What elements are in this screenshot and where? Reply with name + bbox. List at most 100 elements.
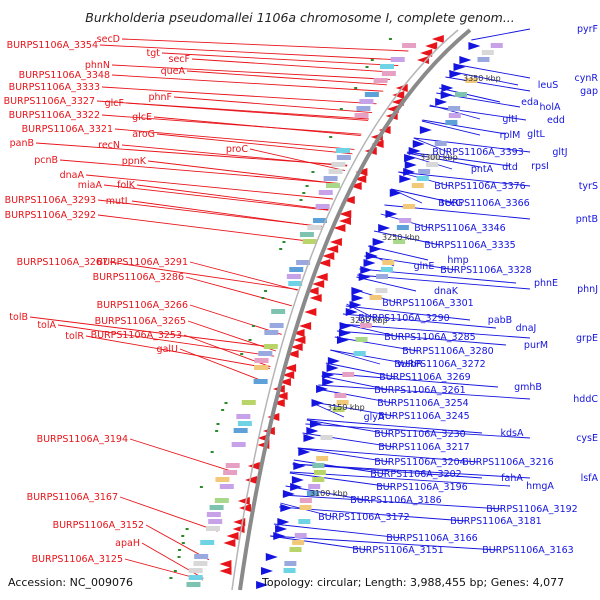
feature-block <box>286 274 301 279</box>
forward-strand-gene <box>372 238 385 246</box>
connector-line <box>114 128 355 150</box>
gene-label-burps1106a_3322: BURPS1106A_3322 <box>9 110 100 121</box>
gene-label-glce: glcE <box>132 112 152 123</box>
rna-tick <box>240 353 244 355</box>
connector-line <box>438 87 501 103</box>
rna-tick <box>329 136 333 138</box>
gene-label-tgt: tgt <box>147 48 161 59</box>
feature-block <box>454 92 467 97</box>
reverse-strand-gene <box>322 252 335 260</box>
rna-tick <box>216 423 220 425</box>
forward-strand-gene <box>322 378 335 386</box>
accession-text: Accession: NC_009076 <box>8 576 133 589</box>
connector-line <box>293 459 387 475</box>
feature-block <box>490 43 503 48</box>
gene-label-phnf: phnF <box>148 92 172 103</box>
connector-line <box>312 402 345 418</box>
forward-strand-gene <box>309 420 322 428</box>
connector-line <box>136 184 329 211</box>
gene-label-rpsi: rpsI <box>531 161 549 172</box>
reverse-strand-gene <box>232 525 245 533</box>
rna-tick <box>299 199 303 201</box>
feature-block <box>380 267 393 272</box>
feature-block <box>194 554 209 559</box>
feature-block <box>375 288 388 293</box>
feature-block <box>307 225 322 230</box>
feature-block <box>299 232 314 237</box>
feature-block <box>373 78 388 83</box>
gene-label-burps1106a_3328: BURPS1106A_3328 <box>440 265 531 276</box>
scale-label-3250: 3250 kbp <box>382 233 420 242</box>
forward-strand-gene <box>363 259 376 267</box>
rna-tick <box>264 290 268 292</box>
connector-line <box>96 100 369 120</box>
rna-tick <box>185 528 189 530</box>
connector-line <box>330 349 381 365</box>
gene-label-pntb: pntB <box>576 214 598 225</box>
forward-strand-gene <box>412 140 425 148</box>
connector-line <box>141 542 204 579</box>
forward-strand-gene <box>440 91 453 99</box>
reverse-strand-gene <box>299 322 312 330</box>
connector-line <box>111 64 390 80</box>
reverse-strand-gene <box>244 476 257 484</box>
feature-block <box>269 323 284 328</box>
feature-block <box>434 141 447 146</box>
gene-label-burps1106a_3166: BURPS1106A_3166 <box>386 533 477 544</box>
gene-label-secf: secF <box>169 54 190 65</box>
feature-block <box>393 239 406 244</box>
feature-block <box>426 162 439 167</box>
forward-strand-gene <box>327 357 340 365</box>
feature-block <box>465 78 478 83</box>
feature-block <box>284 561 297 566</box>
forward-strand-gene <box>326 364 339 372</box>
reverse-strand-gene <box>329 238 342 246</box>
feature-block <box>188 568 203 573</box>
gene-label-hmp: hmp <box>447 255 468 266</box>
reverse-strand-gene <box>219 560 232 568</box>
connector-line <box>111 74 384 92</box>
forward-strand-gene <box>306 427 319 435</box>
feature-block <box>359 99 374 104</box>
connector-line <box>336 330 507 346</box>
gene-label-burps1106a_3291: BURPS1106A_3291 <box>97 257 188 268</box>
forward-strand-gene <box>265 553 278 561</box>
rna-tick <box>177 556 181 558</box>
feature-block <box>225 463 240 468</box>
reverse-strand-gene <box>333 224 346 232</box>
forward-strand-gene <box>311 399 324 407</box>
feature-block <box>299 498 312 503</box>
feature-block <box>312 463 325 468</box>
gene-label-lsfa: lsfA <box>581 473 599 484</box>
feature-block <box>215 477 230 482</box>
feature-block <box>376 274 389 279</box>
reverse-strand-gene <box>306 287 319 295</box>
feature-block <box>381 71 396 76</box>
connector-line <box>390 188 455 204</box>
gene-label-dtd: dtd <box>502 162 518 173</box>
connector-line <box>191 58 395 73</box>
feature-block <box>326 183 341 188</box>
gene-label-arog: aroG <box>132 129 155 140</box>
feature-block <box>448 113 461 118</box>
feature-block <box>264 330 279 335</box>
reverse-strand-gene <box>226 532 239 540</box>
connector-line <box>356 276 417 292</box>
forward-strand-gene <box>277 518 290 526</box>
forward-strand-gene <box>385 210 398 218</box>
connector-line <box>156 133 353 155</box>
gene-label-leus: leuS <box>538 80 559 91</box>
gene-label-burps1106a_3286: BURPS1106A_3286 <box>93 272 184 283</box>
connector-line <box>186 70 387 86</box>
connector-line <box>119 496 218 532</box>
feature-block <box>258 351 273 356</box>
reverse-strand-gene <box>293 336 306 344</box>
reverse-strand-gene <box>416 56 429 64</box>
feature-block <box>206 512 221 517</box>
forward-strand-gene <box>389 189 402 197</box>
rna-tick <box>305 185 309 187</box>
gene-label-burps1106a_3216: BURPS1106A_3216 <box>462 457 553 468</box>
feature-block <box>223 470 238 475</box>
rna-tick <box>215 430 219 432</box>
